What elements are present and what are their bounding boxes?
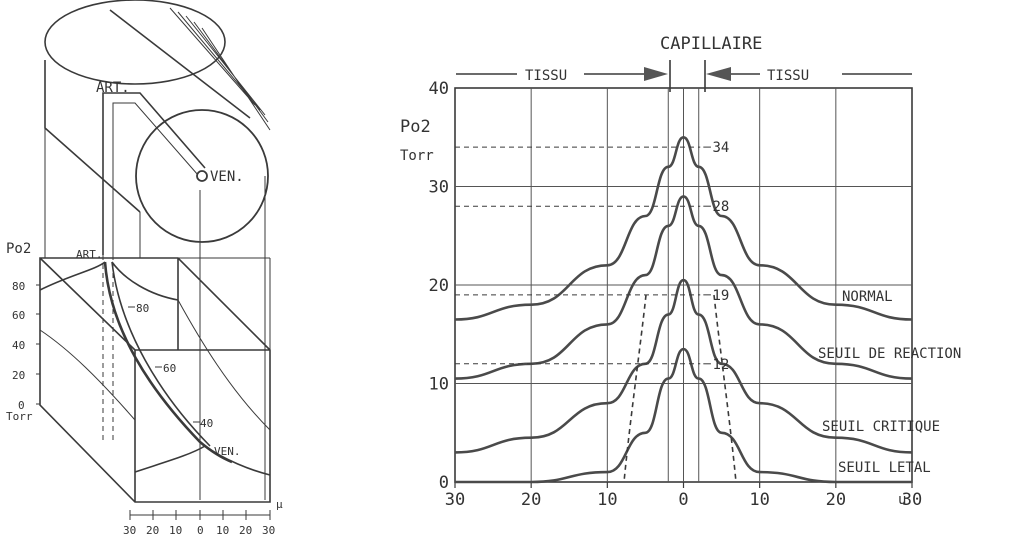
surface-edge-left: [39, 261, 206, 473]
series-line-seuil-de-reaction: [454, 195, 913, 380]
right-unit-label: Torr: [400, 148, 434, 164]
cylinder-back-end: [44, 0, 226, 85]
curve-label-reaction: SEUIL DE REACTION: [818, 346, 961, 362]
left-3d-diagram: ART. VEN. ART. VEN. 80 60 40 Po2 Torr 80…: [6, 0, 283, 537]
curve-label-normal: NORMAL: [842, 289, 893, 305]
left-ytick: 60: [12, 309, 25, 322]
arrow-head-left: [644, 67, 668, 81]
x-tick-label: 20: [826, 490, 846, 510]
left-xtick: 20: [146, 524, 159, 537]
artery-tube: [102, 92, 206, 255]
left-y-ticks: 80 60 40 20 0: [12, 280, 25, 412]
series-line-seuil-letal: [455, 347, 912, 484]
x-tick-label: 10: [597, 490, 617, 510]
x-tick-label: 30: [902, 490, 922, 510]
right-po2-chart: CAPILLAIRE TISSU TISSU Po2 Torr 40 30 20 10…: [400, 34, 961, 510]
peak-value-label: 28: [712, 199, 729, 215]
chart-curves: [454, 136, 913, 484]
x-tick-label: 30: [445, 490, 465, 510]
curve-label-critique: SEUIL CRITIQUE: [822, 419, 940, 435]
y-tick-label: 20: [429, 276, 449, 296]
vein-marker: [196, 170, 208, 182]
left-xtick: 30: [262, 524, 275, 537]
peak-value-label: 19: [712, 288, 729, 304]
surface-edge-right: [111, 261, 271, 476]
left-ytick: 20: [12, 369, 25, 382]
x-tick-label: 20: [521, 490, 541, 510]
right-x-unit: u: [898, 492, 906, 508]
tissu-right-label: TISSU: [767, 68, 809, 84]
left-ven-label: VEN.: [210, 169, 244, 185]
left-art-small: ART.: [76, 248, 103, 261]
left-ytick: 0: [18, 399, 25, 412]
peak-value-label: 12: [712, 357, 729, 373]
left-ytick: 40: [12, 339, 25, 352]
left-x-unit: µ: [276, 498, 283, 511]
left-xtick: 30: [123, 524, 136, 537]
arrow-head-right: [706, 67, 731, 81]
left-contour-labels: 80 60 40: [136, 302, 213, 430]
x-tick-label: 0: [678, 490, 688, 510]
left-x-ticks: 30 20 10 0 10 20 30: [123, 524, 275, 537]
left-xtick: 10: [169, 524, 182, 537]
left-x-ruler: [129, 510, 271, 520]
y-tick-label: 40: [429, 79, 449, 99]
left-ven-small: VEN.: [214, 445, 241, 458]
left-ytick: 80: [12, 280, 25, 293]
series-line-seuil-critique: [454, 278, 913, 454]
cylinder-top-edge: [109, 9, 251, 119]
chart-peak-markers: 34 28 19 12: [455, 140, 729, 373]
tissu-left-label: TISSU: [525, 68, 567, 84]
left-art-label: ART.: [96, 80, 130, 96]
y-tick-label: 10: [429, 375, 449, 395]
curve-label-letal: SEUIL LETAL: [838, 460, 931, 476]
left-xtick: 10: [216, 524, 229, 537]
left-po2-label: Po2: [6, 241, 31, 257]
capillaire-label: CAPILLAIRE: [660, 34, 762, 54]
projection-lines: [44, 128, 266, 500]
right-po2-label: Po2: [400, 117, 431, 137]
capillary-boundary-dashed: [623, 294, 737, 483]
left-xtick: 0: [197, 524, 204, 537]
left-unit-label: Torr: [6, 410, 33, 423]
x-tick-label: 10: [749, 490, 769, 510]
contour-label-40: 40: [200, 417, 213, 430]
peak-value-label: 34: [712, 140, 729, 156]
contour-label-80: 80: [136, 302, 149, 315]
y-tick-label: 0: [439, 473, 449, 493]
capillary-wall-lines: [669, 60, 706, 92]
contour-label-60: 60: [163, 362, 176, 375]
cylinder-shading: [169, 7, 271, 131]
box-outline: [39, 257, 271, 503]
left-xtick: 20: [239, 524, 252, 537]
series-line-normal: [454, 136, 913, 321]
y-tick-label: 30: [429, 178, 449, 198]
